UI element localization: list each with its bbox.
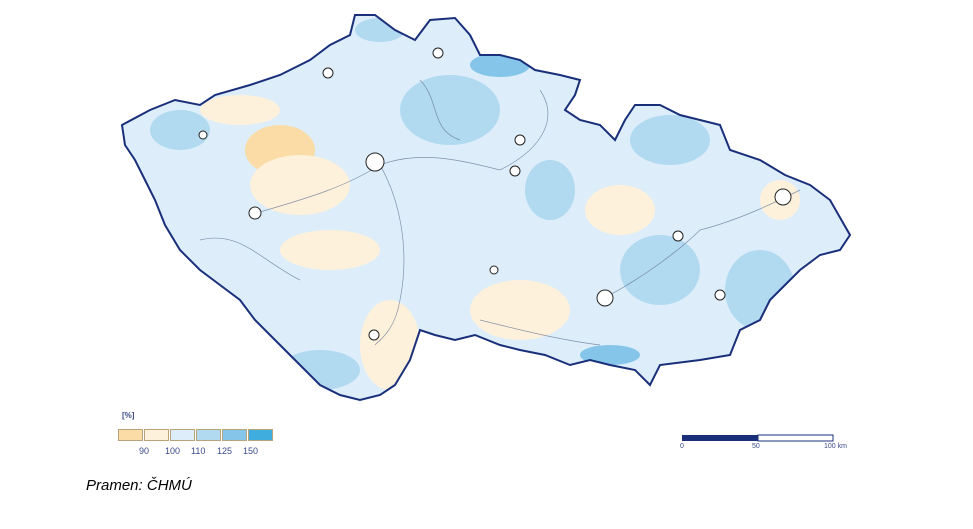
legend-unit: [%] <box>122 411 135 420</box>
cities <box>198 47 792 341</box>
legend-swatch <box>248 429 273 441</box>
legend-swatch <box>170 429 195 441</box>
legend-swatch <box>118 429 143 441</box>
legend-label: 150 <box>243 446 259 456</box>
country-border <box>120 14 852 402</box>
legend-swatch <box>222 429 247 441</box>
scale-label-50: 50 <box>752 443 760 450</box>
legend-label: 100 <box>165 446 181 456</box>
legend-label: 125 <box>217 446 233 456</box>
precipitation-zones <box>150 18 800 390</box>
legend-color-bar <box>118 429 274 441</box>
scale-label-100: 100 km <box>824 443 847 450</box>
legend-label: 90 <box>139 446 150 456</box>
legend-swatch <box>144 429 169 441</box>
source-caption: Pramen: ČHMÚ <box>86 477 192 494</box>
scale-bar <box>682 434 834 442</box>
legend-label: 110 <box>191 446 206 456</box>
legend-swatch <box>196 429 221 441</box>
scale-label-0: 0 <box>680 443 684 450</box>
